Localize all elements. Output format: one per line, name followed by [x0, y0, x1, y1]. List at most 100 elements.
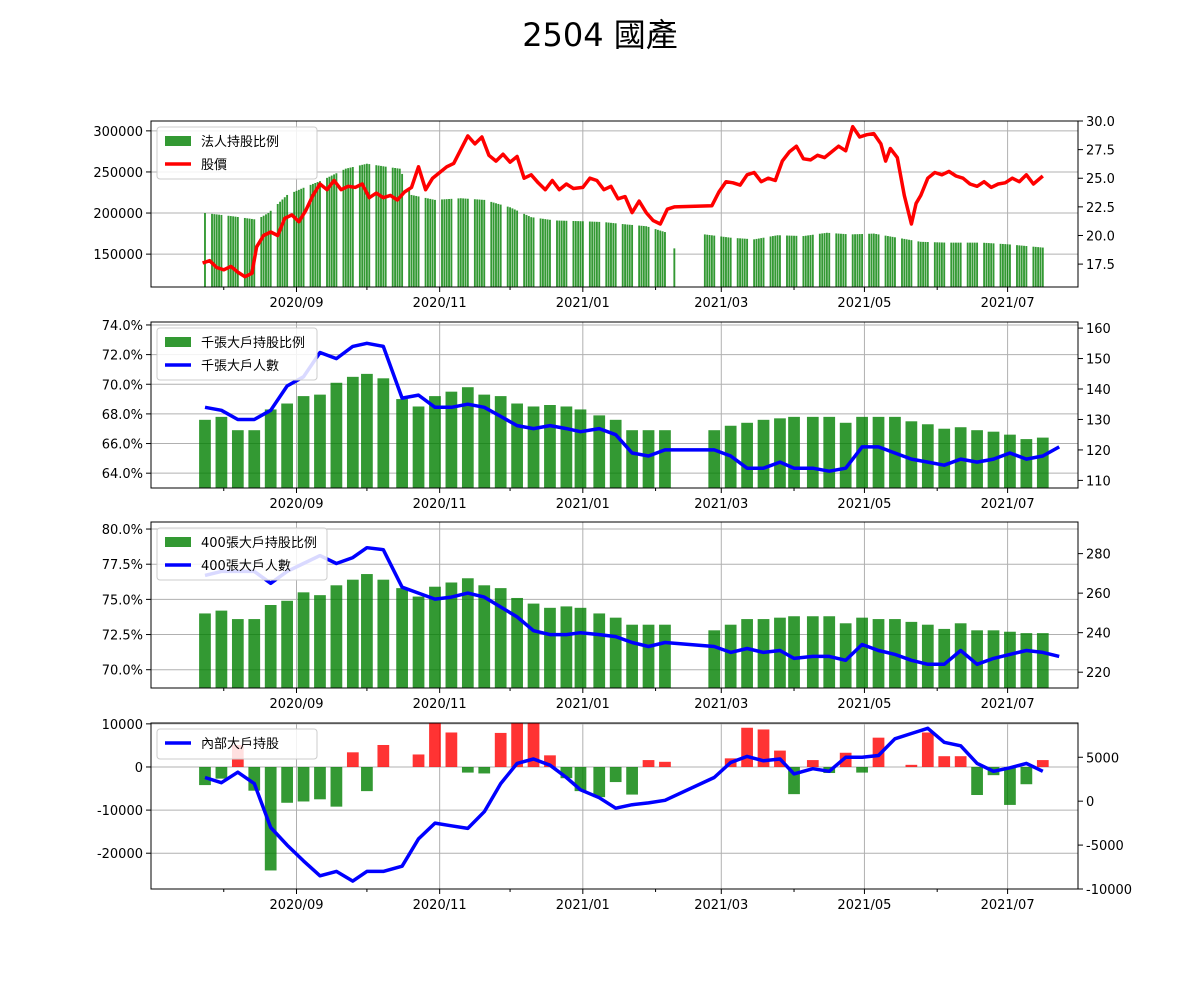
bar [281, 766, 293, 803]
bar [1004, 244, 1007, 287]
bar [990, 243, 993, 287]
bar [358, 165, 361, 287]
bar [940, 242, 943, 287]
bar [346, 579, 359, 688]
legend-label: 千張大戶持股比例 [201, 336, 305, 351]
bar [330, 766, 343, 807]
bar [544, 405, 556, 488]
bar [426, 198, 429, 287]
bar [809, 235, 812, 287]
bar [788, 416, 800, 488]
y-right-tick-label: 150 [1086, 353, 1111, 368]
bar [959, 242, 962, 287]
plot-area [199, 341, 1061, 488]
bar [933, 242, 936, 287]
bar [839, 623, 852, 688]
bar [577, 221, 580, 287]
bar [971, 766, 983, 796]
bar [626, 430, 638, 488]
plot-area [199, 545, 1060, 688]
bar [527, 723, 540, 767]
bar [398, 168, 401, 287]
bar [921, 424, 934, 488]
bar [725, 237, 727, 287]
bar [727, 237, 730, 287]
bar [445, 582, 458, 688]
bar [872, 619, 885, 688]
bar [511, 723, 523, 767]
bar [297, 189, 300, 287]
bar [199, 613, 211, 688]
y-left-tick-label: 75.0% [102, 593, 143, 608]
y-right-tick-label: 25.0 [1086, 172, 1115, 187]
bar [264, 605, 277, 688]
bar [969, 242, 971, 287]
plot-area [199, 723, 1049, 883]
bar [473, 199, 476, 287]
bar [361, 766, 373, 792]
bar [966, 242, 969, 287]
x-tick-label: 2021/01 [556, 296, 610, 311]
bar [1016, 245, 1018, 287]
bar [786, 235, 788, 287]
bar [314, 394, 326, 488]
bar [293, 191, 296, 287]
x-tick-label: 2020/09 [269, 898, 323, 913]
bar [556, 220, 558, 287]
bar [412, 754, 425, 767]
bar [664, 232, 666, 287]
panel-frame [150, 321, 1079, 489]
bar [532, 217, 535, 287]
bar [448, 198, 450, 287]
x-tick-label: 2021/03 [694, 497, 748, 512]
bar [889, 236, 892, 287]
bar [412, 406, 425, 488]
bar [368, 164, 371, 287]
y-left-tick-label: -10000 [97, 804, 143, 819]
bar [884, 235, 887, 287]
bar [593, 415, 606, 488]
bar [286, 194, 289, 287]
bar [973, 242, 976, 287]
bar [490, 201, 493, 287]
y-right-tick-label: 27.5 [1086, 144, 1115, 159]
bar [574, 766, 587, 792]
y-right-tick-label: 30.0 [1086, 115, 1115, 130]
bar [302, 187, 305, 287]
y-left-tick-label: 250000 [93, 166, 143, 181]
bar [445, 199, 448, 287]
y-left-tick-label: 64.0% [102, 467, 143, 482]
bar [361, 574, 373, 688]
bar [708, 235, 711, 287]
bar [412, 195, 415, 287]
bar [558, 220, 561, 287]
bar [544, 755, 556, 767]
bar [905, 421, 918, 488]
bar [868, 233, 871, 287]
x-tick-label: 2020/11 [413, 697, 467, 712]
bar [720, 236, 723, 287]
bar [265, 214, 267, 287]
bar [565, 220, 568, 287]
bar [572, 220, 575, 287]
bar [213, 214, 216, 287]
bar [659, 761, 671, 767]
y-left-tick-label: 72.0% [102, 349, 143, 364]
bar [441, 199, 443, 287]
bar [607, 222, 610, 287]
x-tick-label: 2021/07 [981, 697, 1035, 712]
bar [415, 195, 418, 287]
bar [790, 235, 793, 287]
x-tick-label: 2021/05 [837, 697, 891, 712]
y-left-tick-label: -20000 [97, 847, 143, 862]
bar [199, 419, 211, 488]
x-tick-label: 2021/05 [837, 296, 891, 311]
bar [952, 242, 955, 287]
bar [424, 197, 427, 287]
bar [823, 616, 836, 688]
bar [264, 766, 277, 871]
bar [755, 238, 758, 287]
legend-box [156, 527, 328, 581]
bar [924, 241, 927, 287]
y-left-tick-label: 300000 [93, 125, 143, 140]
